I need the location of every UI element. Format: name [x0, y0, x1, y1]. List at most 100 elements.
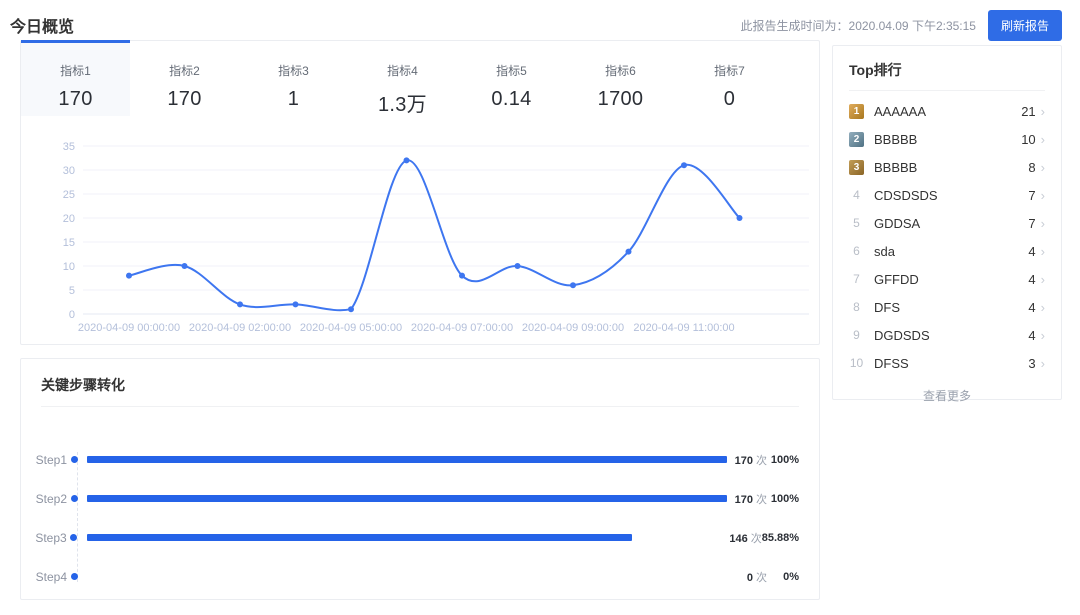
metric-tab-6[interactable]: 指标6 1700: [566, 40, 675, 116]
ranking-item-value: 4: [1028, 243, 1036, 259]
metric-tab-label: 指标7: [714, 64, 745, 78]
data-point[interactable]: [625, 248, 632, 255]
metric-tabs: 指标1 170 指标2 170 指标3 1 指标4 1.3万 指标5 0.14 指标6 1700 指标7…: [21, 40, 819, 116]
step-count: 170 次: [727, 452, 767, 468]
data-point[interactable]: [736, 215, 743, 221]
metric-tab-5[interactable]: 指标5 0.14: [457, 40, 566, 116]
rank-1-badge: 1: [849, 103, 864, 119]
funnel-title-divider: [41, 406, 799, 407]
step-dot-icon: [70, 573, 78, 580]
refresh-report-button[interactable]: 刷新报告: [987, 9, 1062, 41]
step-dot-wrap: [67, 495, 81, 502]
step-count-unit: 次: [756, 493, 767, 506]
step-percent: 100%: [770, 492, 799, 505]
page-header: 今日概览 此报告生成时间为：2020.04.09 下午2:35:15 刷新报告: [0, 0, 1080, 41]
rank-number: 7: [853, 272, 860, 286]
chevron-right-icon: ›: [1040, 103, 1045, 119]
step-count-number: 146: [729, 532, 748, 545]
page-title: 今日概览: [10, 19, 75, 36]
metric-tab-value: 0.14: [491, 88, 532, 110]
chevron-right-icon: ›: [1040, 355, 1045, 371]
ranking-item-value: 8: [1028, 159, 1036, 175]
report-generated-time: 此报告生成时间为：2020.04.09 下午2:35:15: [740, 18, 976, 33]
step-dot-wrap: [67, 573, 81, 580]
metric-tab-4[interactable]: 指标4 1.3万: [348, 40, 457, 116]
ranking-item-value: 4: [1028, 327, 1036, 343]
ranking-item-name: DFS: [874, 299, 900, 315]
view-more-link[interactable]: 查看更多: [922, 389, 971, 403]
main-content: 指标1 170 指标2 170 指标3 1 指标4 1.3万 指标5 0.14 指标6 1700 指标7…: [0, 40, 1080, 600]
top-ranking-row-2[interactable]: 2 BBBBB 10 ›: [849, 125, 1045, 153]
step-bar[interactable]: [87, 495, 727, 502]
metric-tab-2[interactable]: 指标2 170: [130, 40, 239, 116]
top-ranking-row-6[interactable]: 6 sda 4 ›: [849, 237, 1045, 265]
chevron-right-icon: ›: [1040, 299, 1045, 315]
metric-tab-value: 170: [58, 88, 93, 110]
ranking-item-value: 21: [1021, 103, 1036, 119]
top-ranking-list: 1 AAAAAA 21 › 2 BBBBB 10 › 3 BBBBB 8 › 4 CDSDSDS 7 › 5 GD…: [833, 91, 1061, 377]
ranking-item-name: GFFDD: [874, 271, 919, 287]
ranking-item-name: sda: [874, 243, 895, 259]
top-ranking-row-3[interactable]: 3 BBBBB 8 ›: [849, 153, 1045, 181]
funnel-card: 关键步骤转化 Step1 170 次 100% Step2 170 次 100% Step3 14…: [20, 358, 820, 600]
top-ranking-row-1[interactable]: 1 AAAAAA 21 ›: [849, 97, 1045, 125]
data-point[interactable]: [237, 301, 243, 308]
ranking-item-value: 3: [1028, 355, 1036, 371]
y-axis-tick-label: 10: [63, 261, 75, 273]
step-dot-wrap: [67, 456, 81, 463]
step-label: Step2: [35, 491, 67, 506]
funnel-title: 关键步骤转化: [41, 377, 125, 393]
top-ranking-row-5[interactable]: 5 GDDSA 7 ›: [849, 209, 1045, 237]
top-ranking-row-8[interactable]: 8 DFS 4 ›: [849, 293, 1045, 321]
chevron-right-icon: ›: [1040, 131, 1045, 147]
funnel-row-step4: Step4 0 次 0%: [21, 557, 799, 596]
data-point[interactable]: [292, 301, 299, 308]
step-count-unit: 次: [756, 454, 767, 467]
y-axis-tick-label: 15: [63, 237, 75, 249]
data-point[interactable]: [181, 263, 188, 269]
funnel-row-step1: Step1 170 次 100%: [21, 440, 799, 479]
step-percent: 0%: [783, 570, 799, 583]
data-point[interactable]: [570, 282, 576, 289]
top-ranking-row-9[interactable]: 9 DGDSDS 4 ›: [849, 321, 1045, 349]
ranking-item-name: GDDSA: [874, 215, 921, 231]
step-bar[interactable]: [87, 456, 727, 463]
funnel-connector-line: [77, 452, 78, 582]
data-point[interactable]: [126, 272, 132, 279]
metric-tab-7[interactable]: 指标7 0: [675, 40, 784, 116]
data-point[interactable]: [403, 157, 410, 164]
step-count-number: 170: [734, 493, 753, 506]
step-bar-track: [87, 456, 727, 463]
top-ranking-row-10[interactable]: 10 DFSS 3 ›: [849, 349, 1045, 377]
right-column: Top排行 1 AAAAAA 21 › 2 BBBBB 10 › 3 BBBBB 8 › 4 CDSDSD…: [832, 40, 1062, 600]
trend-line-chart: 0 5 10 15 20 25 30 35 2020-04-09 00:00:00 2020-04…: [21, 125, 819, 342]
step-percent: 85.88%: [761, 531, 800, 544]
metric-tab-3[interactable]: 指标3 1: [239, 40, 348, 116]
step-dot-wrap: [67, 534, 81, 541]
chevron-right-icon: ›: [1040, 243, 1045, 259]
ranking-item-value: 7: [1028, 187, 1036, 203]
ranking-item-name: CDSDSDS: [874, 187, 938, 203]
ranking-item-name: DFSS: [874, 355, 909, 371]
x-axis-tick-label: 2020-04-09 07:00:00: [411, 322, 513, 334]
left-column: 指标1 170 指标2 170 指标3 1 指标4 1.3万 指标5 0.14 指标6 1700 指标7…: [20, 40, 820, 600]
rank-number: 5: [853, 216, 860, 230]
metric-tab-label: 指标2: [169, 64, 200, 78]
step-count: 170 次: [727, 491, 767, 507]
data-point[interactable]: [681, 162, 687, 169]
top-ranking-row-4[interactable]: 4 CDSDSDS 7 ›: [849, 181, 1045, 209]
funnel-chart: Step1 170 次 100% Step2 170 次 100% Step3 146 次 85.88…: [21, 407, 819, 596]
top-ranking-row-7[interactable]: 7 GFFDD 4 ›: [849, 265, 1045, 293]
data-point[interactable]: [348, 306, 354, 313]
x-axis-tick-label: 2020-04-09 11:00:00: [633, 322, 734, 334]
x-axis-tick-label: 2020-04-09 09:00:00: [522, 322, 624, 334]
data-point[interactable]: [514, 263, 521, 269]
metric-tab-1[interactable]: 指标1 170: [21, 40, 130, 116]
step-bar[interactable]: [86, 534, 633, 541]
rank-3-badge: 3: [849, 159, 864, 175]
metric-tab-value: 1700: [597, 88, 644, 110]
ranking-item-value: 7: [1028, 215, 1036, 231]
step-dot-icon: [70, 534, 78, 541]
data-point[interactable]: [459, 272, 465, 279]
